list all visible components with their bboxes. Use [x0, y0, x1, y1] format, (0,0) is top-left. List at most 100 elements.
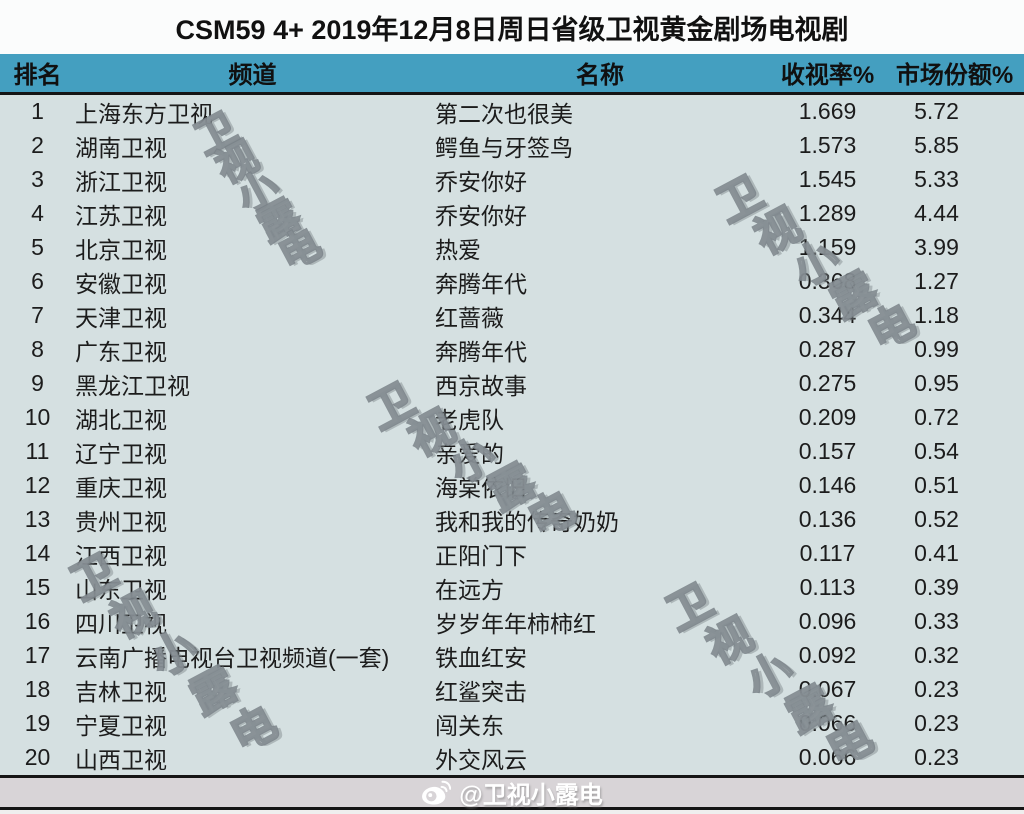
table-row: 9 黑龙江卫视 西京故事 0.275 0.95 [0, 367, 1024, 401]
channel-cell: 北京卫视 [75, 236, 167, 263]
rating-cell: 0.066 [798, 744, 857, 770]
share-cell: 0.23 [914, 676, 959, 702]
rank-cell: 9 [31, 370, 44, 396]
rating-cell: 0.136 [798, 506, 857, 532]
footer-handle: @卫视小露电 [459, 781, 603, 809]
table-body: 1 上海东方卫视 第二次也很美 1.669 5.72 2 湖南卫视 鳄鱼与牙签鸟 1.573 5.… [0, 93, 1024, 775]
share-cell: 5.72 [914, 98, 959, 124]
table-row: 20 山西卫视 外交风云 0.066 0.23 [0, 741, 1024, 775]
share-cell: 5.33 [914, 166, 959, 192]
name-cell: 在远方 [435, 576, 504, 603]
channel-cell: 重庆卫视 [75, 474, 167, 501]
rating-cell: 0.066 [798, 710, 857, 736]
channel-cell: 四川卫视 [75, 610, 167, 637]
channel-cell: 安徽卫视 [75, 270, 167, 297]
name-cell: 西京故事 [435, 372, 527, 399]
share-cell: 0.23 [914, 710, 959, 736]
rank-cell: 17 [24, 642, 51, 668]
name-cell: 红蔷薇 [435, 304, 504, 331]
table-row: 13 贵州卫视 我和我的传奇奶奶 0.136 0.52 [0, 503, 1024, 537]
name-cell: 海棠依旧 [435, 474, 527, 501]
channel-cell: 上海东方卫视 [75, 100, 213, 127]
name-cell: 正阳门下 [435, 542, 527, 569]
rating-cell: 0.067 [798, 676, 857, 702]
rank-cell: 19 [24, 710, 51, 736]
share-cell: 0.99 [914, 336, 959, 362]
footer-credit: @卫视小露电 [0, 777, 1024, 809]
header-rating: 收视率% [780, 62, 875, 90]
rank-cell: 13 [24, 506, 51, 532]
channel-cell: 宁夏卫视 [75, 712, 167, 739]
name-cell: 热爱 [435, 236, 481, 263]
share-cell: 0.41 [914, 540, 959, 566]
share-cell: 0.95 [914, 370, 959, 396]
rating-cell: 0.209 [798, 404, 857, 430]
rating-cell: 1.573 [798, 132, 857, 158]
table-bottom-divider [0, 774, 1024, 778]
rating-cell: 1.669 [798, 98, 857, 124]
ratings-table: 排名 频道 名称 收视率% 市场份额% 1 上海东方卫视 第二次也很美 1.669 5.… [0, 54, 1024, 775]
header-rank: 排名 [13, 62, 62, 90]
name-cell: 亲爱的 [435, 440, 504, 467]
channel-cell: 广东卫视 [75, 338, 167, 365]
table-row: 4 江苏卫视 乔安你好 1.289 4.44 [0, 197, 1024, 231]
rank-cell: 7 [31, 302, 44, 328]
page-bottom-strip [0, 809, 1024, 814]
rank-cell: 3 [31, 166, 44, 192]
table-row: 7 天津卫视 红蔷薇 0.344 1.18 [0, 299, 1024, 333]
rank-cell: 8 [31, 336, 44, 362]
name-cell: 铁血红安 [435, 644, 527, 671]
table-row: 2 湖南卫视 鳄鱼与牙签鸟 1.573 5.85 [0, 129, 1024, 163]
share-cell: 0.51 [914, 472, 959, 498]
name-cell: 红鲨突击 [435, 678, 527, 705]
rank-cell: 10 [24, 404, 51, 430]
channel-cell: 天津卫视 [75, 304, 167, 331]
table-row: 14 江西卫视 正阳门下 0.117 0.41 [0, 537, 1024, 571]
rating-cell: 0.275 [798, 370, 857, 396]
table-row: 12 重庆卫视 海棠依旧 0.146 0.51 [0, 469, 1024, 503]
rank-cell: 1 [31, 98, 44, 124]
channel-cell: 浙江卫视 [75, 168, 167, 195]
table-header: 排名 频道 名称 收视率% 市场份额% [0, 54, 1024, 93]
share-cell: 5.85 [914, 132, 959, 158]
rating-cell: 0.344 [798, 302, 857, 328]
channel-cell: 江西卫视 [75, 542, 167, 569]
rating-cell: 0.113 [799, 574, 856, 600]
share-cell: 0.23 [914, 744, 959, 770]
table-row: 11 辽宁卫视 亲爱的 0.157 0.54 [0, 435, 1024, 469]
rank-cell: 18 [24, 676, 51, 702]
rating-cell: 0.157 [798, 438, 857, 464]
channel-cell: 黑龙江卫视 [75, 372, 190, 399]
header-row: 排名 频道 名称 收视率% 市场份额% [0, 54, 1024, 93]
rank-cell: 4 [31, 200, 44, 226]
table-row: 17 云南广播电视台卫视频道(一套) 铁血红安 0.092 0.32 [0, 639, 1024, 673]
weibo-icon [421, 779, 452, 805]
table-row: 16 四川卫视 岁岁年年柿柿红 0.096 0.33 [0, 605, 1024, 639]
name-cell: 奔腾年代 [435, 338, 527, 365]
channel-cell: 湖北卫视 [75, 406, 167, 433]
name-cell: 老虎队 [435, 406, 504, 433]
share-cell: 0.54 [914, 438, 959, 464]
table-row: 18 吉林卫视 红鲨突击 0.067 0.23 [0, 673, 1024, 707]
rating-cell: 1.545 [798, 166, 857, 192]
name-cell: 闯关东 [435, 712, 504, 739]
name-cell: 我和我的传奇奶奶 [435, 508, 619, 535]
name-cell: 鳄鱼与牙签鸟 [435, 134, 573, 161]
rank-cell: 14 [24, 540, 51, 566]
table-row: 6 安徽卫视 奔腾年代 0.368 1.27 [0, 265, 1024, 299]
share-cell: 0.39 [914, 574, 959, 600]
channel-cell: 贵州卫视 [75, 508, 167, 535]
rating-cell: 0.092 [798, 642, 857, 668]
rank-cell: 15 [24, 574, 51, 600]
share-cell: 3.99 [914, 234, 959, 260]
rank-cell: 20 [24, 744, 51, 770]
rank-cell: 12 [24, 472, 51, 498]
channel-cell: 湖南卫视 [75, 134, 167, 161]
rank-cell: 6 [31, 268, 44, 294]
table-row: 10 湖北卫视 老虎队 0.209 0.72 [0, 401, 1024, 435]
rating-cell: 1.159 [798, 234, 857, 260]
rank-cell: 2 [31, 132, 44, 158]
channel-cell: 山西卫视 [75, 746, 167, 773]
table-row: 15 山东卫视 在远方 0.113 0.39 [0, 571, 1024, 605]
title-bar: CSM59 4+ 2019年12月8日周日省级卫视黄金剧场电视剧 [0, 0, 1024, 54]
